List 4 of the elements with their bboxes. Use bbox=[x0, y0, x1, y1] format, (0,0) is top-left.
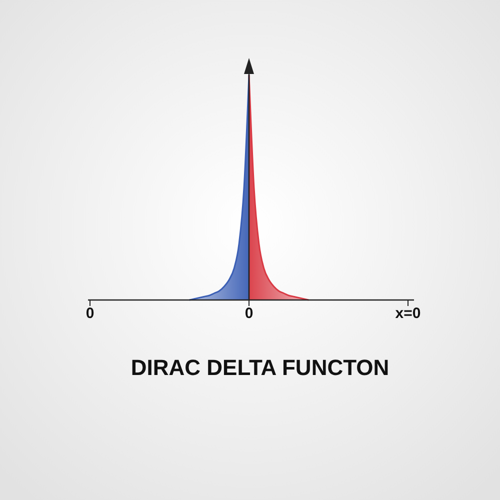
x-tick-label: 0 bbox=[86, 305, 94, 322]
text: DIRAC DELTA FUNCTON bbox=[130, 355, 390, 380]
x-tick-label: 0 bbox=[244, 305, 254, 322]
x-tick-label: x=0 bbox=[395, 305, 421, 322]
